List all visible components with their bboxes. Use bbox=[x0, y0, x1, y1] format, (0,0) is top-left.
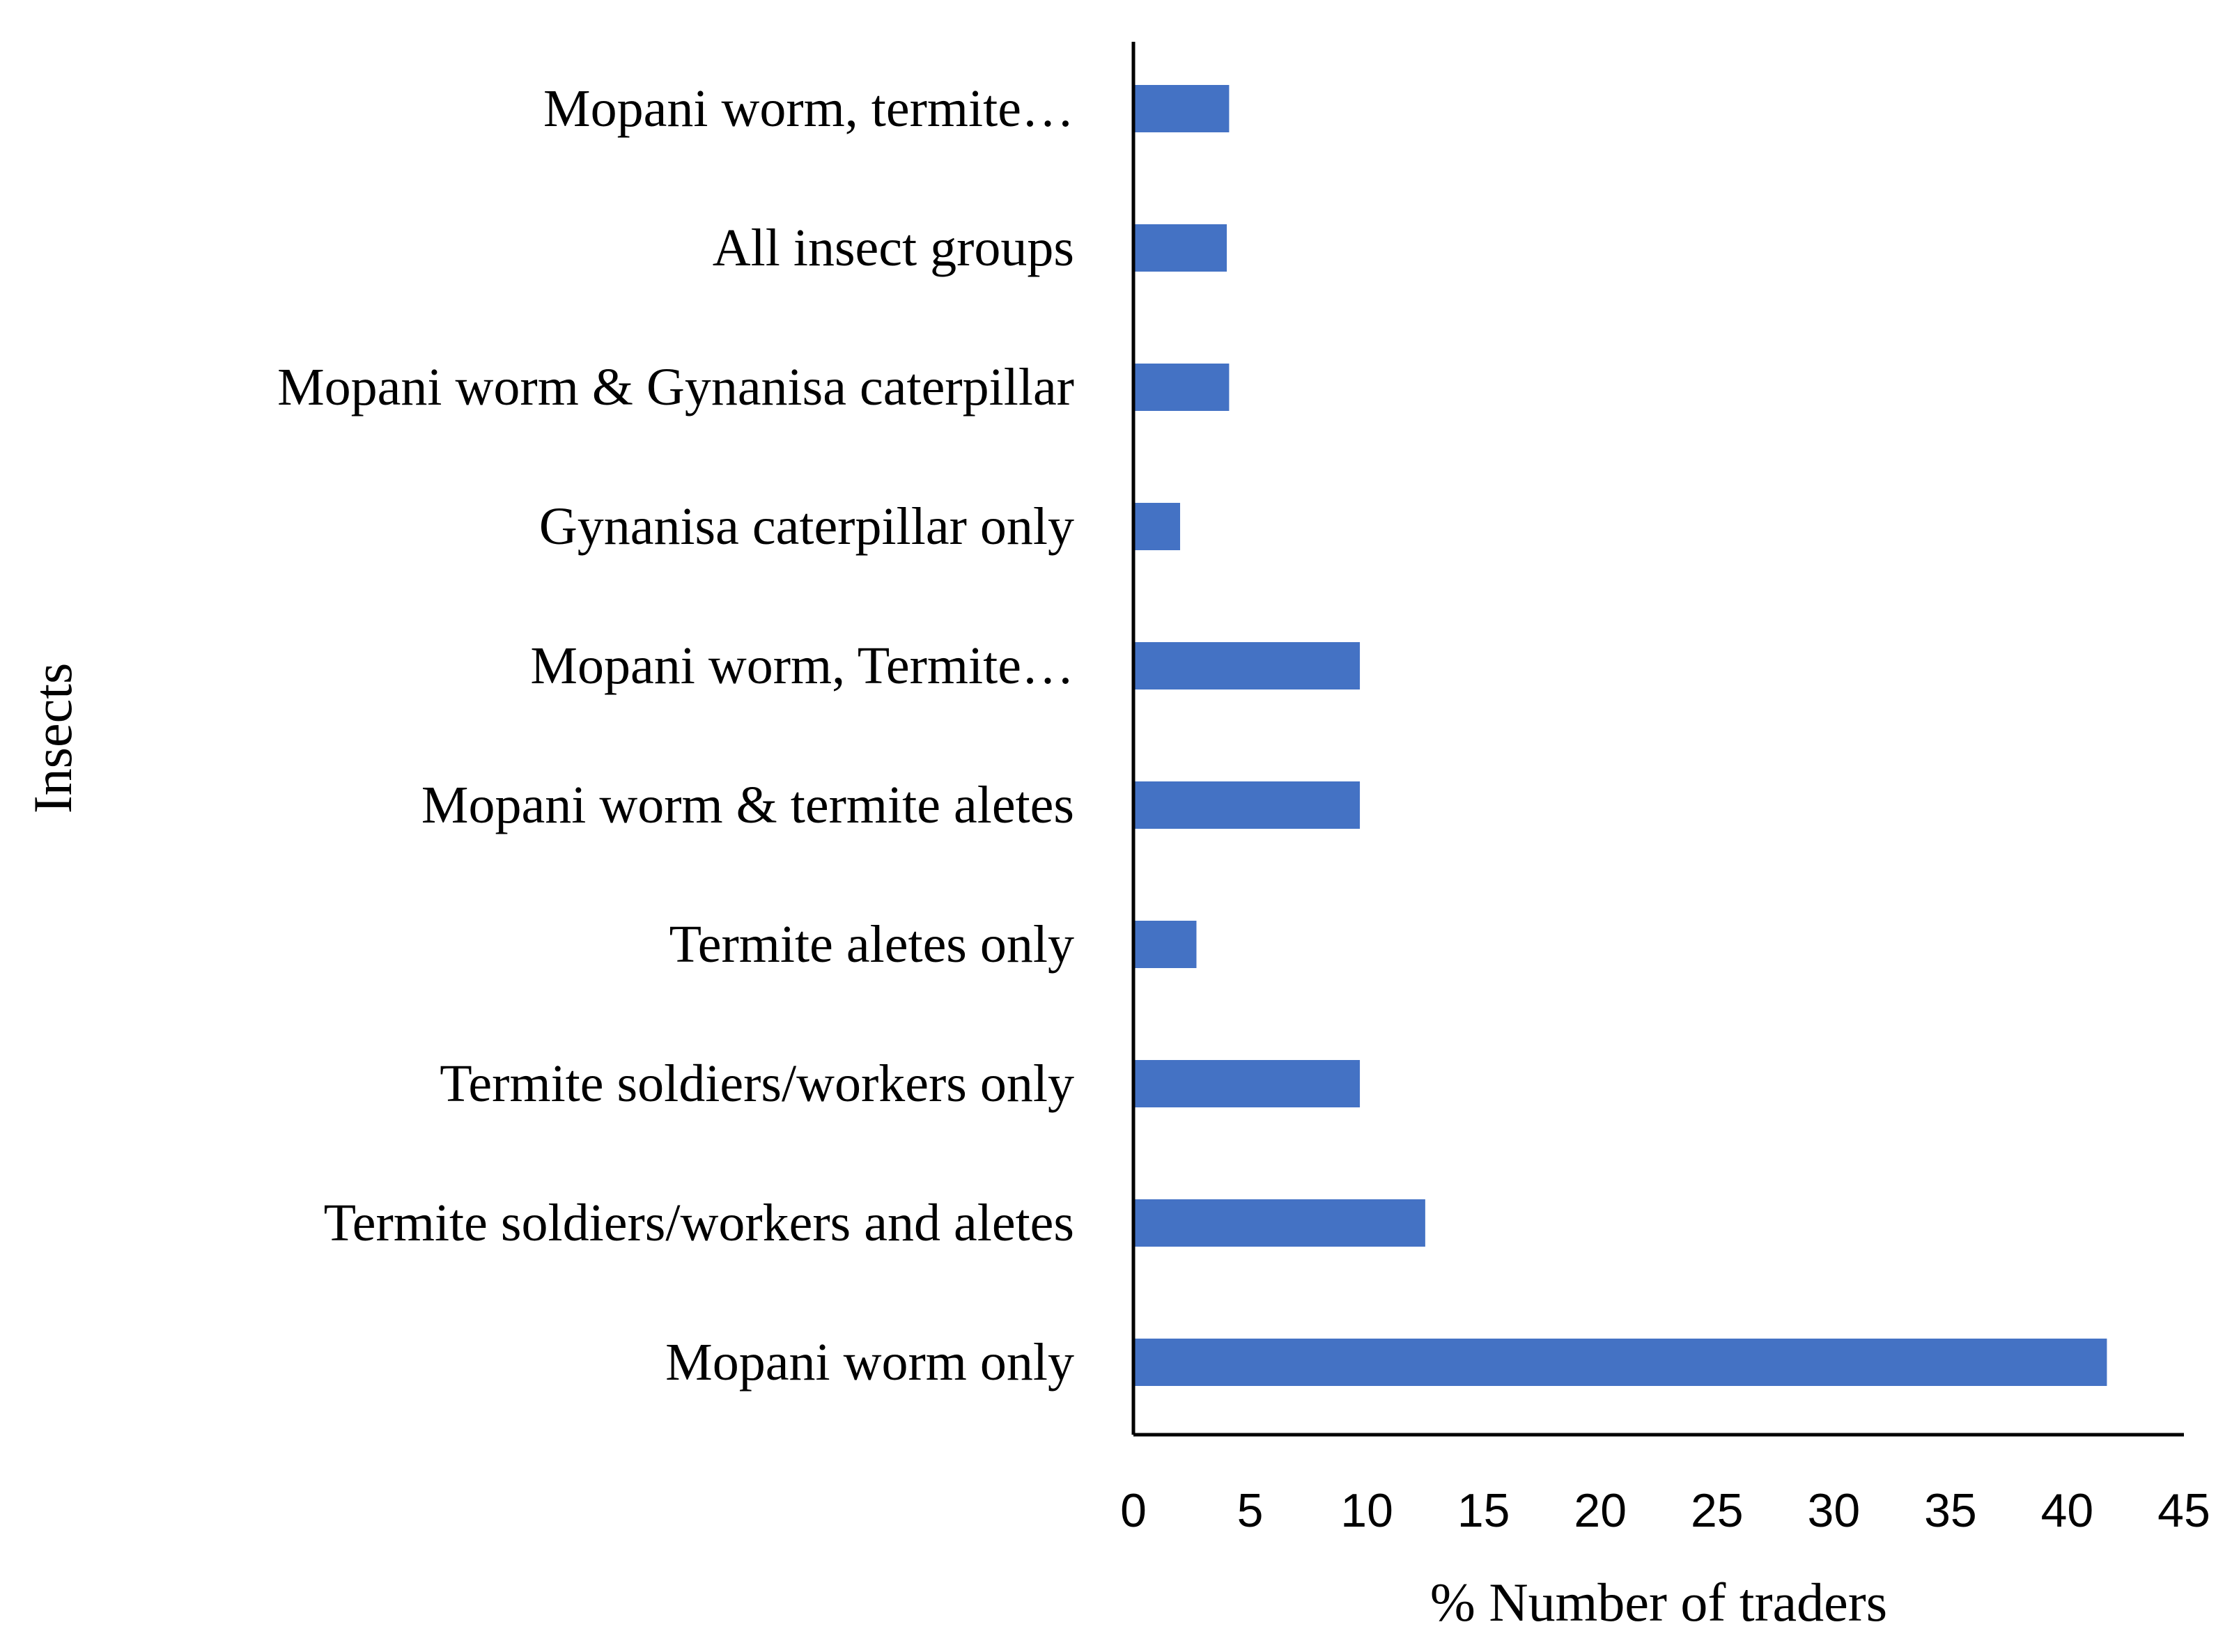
bar bbox=[1133, 364, 1230, 411]
bar bbox=[1133, 503, 1181, 550]
bar bbox=[1133, 1339, 2107, 1386]
category-label: All insect groups bbox=[713, 219, 1074, 277]
x-tick-label: 20 bbox=[1574, 1484, 1627, 1537]
bar bbox=[1133, 921, 1197, 968]
category-label: Termite aletes only bbox=[669, 915, 1074, 974]
x-tick-label: 10 bbox=[1340, 1484, 1393, 1537]
bar bbox=[1133, 642, 1361, 689]
y-axis-title: Insects bbox=[22, 663, 83, 814]
x-tick-label: 15 bbox=[1457, 1484, 1510, 1537]
bar bbox=[1133, 85, 1230, 132]
x-tick-label: 35 bbox=[1924, 1484, 1977, 1537]
category-label: Mopani worm, Termite… bbox=[530, 637, 1074, 695]
bar bbox=[1133, 1199, 1425, 1247]
x-tick-label: 25 bbox=[1691, 1484, 1744, 1537]
bars-group bbox=[1133, 85, 2107, 1386]
bar bbox=[1133, 224, 1227, 272]
category-label: Gynanisa caterpillar only bbox=[539, 497, 1074, 556]
category-label: Termite soldiers/workers and aletes bbox=[324, 1194, 1074, 1252]
x-tick-labels: 0 5 10 15 20 25 30 35 40 45 bbox=[1120, 1484, 2210, 1537]
category-label: Mopani worm only bbox=[665, 1333, 1074, 1392]
category-label: Mopani worm, termite… bbox=[543, 79, 1074, 138]
category-label: Mopani worm & Gynanisa caterpillar bbox=[277, 358, 1074, 416]
category-labels: Mopani worm, termite… All insect groups Mo… bbox=[277, 79, 1074, 1392]
x-tick-label: 5 bbox=[1237, 1484, 1264, 1537]
x-axis-title: % Number of traders bbox=[1430, 1572, 1887, 1632]
bar bbox=[1133, 781, 1361, 829]
category-label: Mopani worm & termite aletes bbox=[421, 776, 1074, 834]
x-tick-label: 40 bbox=[2041, 1484, 2094, 1537]
x-tick-label: 30 bbox=[1808, 1484, 1861, 1537]
category-label: Termite soldiers/workers only bbox=[440, 1054, 1074, 1113]
bar bbox=[1133, 1060, 1361, 1107]
x-tick-label: 45 bbox=[2157, 1484, 2210, 1537]
x-tick-label: 0 bbox=[1120, 1484, 1147, 1537]
